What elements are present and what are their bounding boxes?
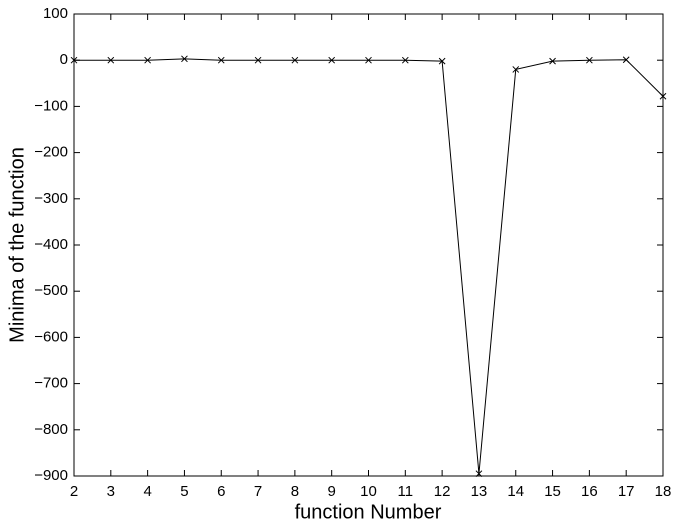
data-marker (438, 57, 446, 65)
x-tick-label: 12 (434, 483, 451, 500)
data-marker (254, 56, 262, 64)
plot-frame (73, 13, 664, 477)
x-tick-label: 9 (328, 483, 336, 500)
y-tick-label: −600 (34, 328, 68, 345)
y-tick-label: −700 (34, 375, 68, 392)
y-tick-label: −400 (34, 236, 68, 253)
x-tick-label: 8 (291, 483, 299, 500)
x-tick-label: 11 (398, 483, 414, 500)
data-line (74, 58, 664, 474)
x-tick-label: 4 (143, 483, 151, 500)
y-tick-label: −200 (34, 144, 68, 161)
y-tick-label: −500 (34, 282, 68, 299)
x-axis-label: function Number (295, 501, 442, 523)
data-marker (659, 92, 667, 100)
data-marker (549, 57, 556, 65)
x-tick-label: 7 (254, 483, 262, 500)
y-axis-label: Minima of the function (6, 147, 28, 343)
data-marker (291, 56, 299, 64)
y-tick-label: −800 (34, 421, 68, 438)
x-tick-label: 18 (655, 483, 672, 500)
x-tick-label: 17 (618, 483, 635, 500)
data-marker (365, 56, 372, 64)
data-marker (475, 470, 483, 478)
data-marker (512, 66, 520, 73)
x-tick-label: 14 (507, 483, 524, 500)
y-tick-label: −100 (34, 97, 68, 114)
data-marker (181, 55, 188, 63)
x-tick-label: 13 (471, 483, 488, 500)
x-tick-label: 10 (360, 483, 377, 500)
x-tick-label: 15 (544, 483, 561, 500)
data-marker (586, 56, 593, 64)
x-tick-label: 16 (581, 483, 598, 500)
data-marker (401, 56, 409, 64)
x-tick-label: 2 (70, 483, 78, 500)
data-marker (107, 56, 115, 64)
data-marker (144, 56, 151, 64)
x-tick-label: 3 (107, 483, 115, 500)
y-tick-label: −300 (34, 190, 68, 207)
data-marker (622, 56, 630, 64)
x-tick-label: 5 (180, 483, 188, 500)
data-marker (70, 56, 78, 64)
y-tick-label: 100 (43, 5, 68, 22)
x-tick-label: 6 (217, 483, 225, 500)
data-marker (328, 56, 336, 64)
y-tick-label: −900 (34, 467, 68, 484)
data-marker (217, 56, 225, 64)
y-tick-label: 0 (60, 51, 68, 68)
